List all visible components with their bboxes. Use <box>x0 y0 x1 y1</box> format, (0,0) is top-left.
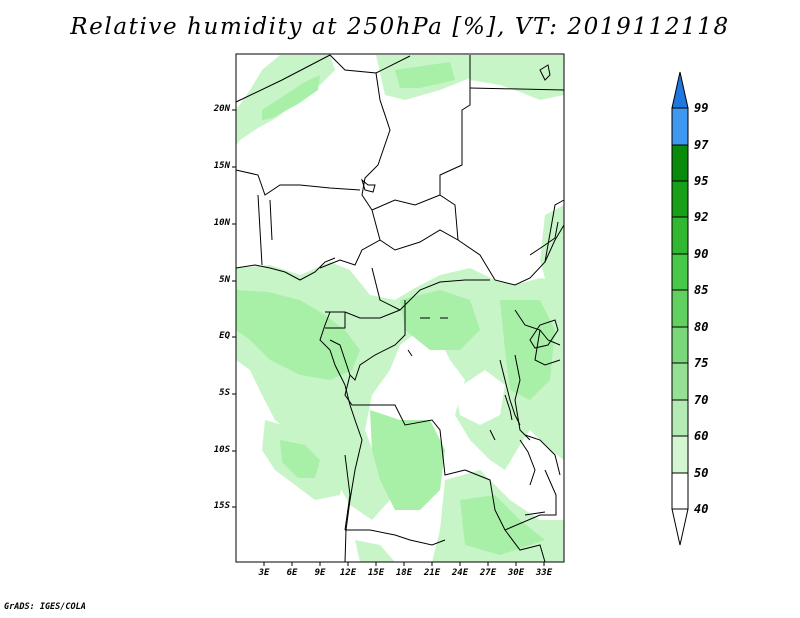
lat-label: EQ <box>219 331 230 341</box>
colorbar-label: 97 <box>694 138 709 152</box>
colorbar-seg-9 <box>671 435 689 474</box>
colorbar-seg-4 <box>671 253 689 291</box>
colorbar-seg-7 <box>671 362 689 401</box>
humidity-region-north-corner <box>470 55 564 100</box>
colorbar-label: 90 <box>694 247 709 261</box>
lon-label: 33E <box>535 568 553 578</box>
humidity-region-east <box>540 205 564 300</box>
humidity-region-congo-dry <box>455 370 505 425</box>
humidity-region-north-east-core <box>395 62 455 88</box>
colorbar-seg-0 <box>671 107 689 146</box>
grads-credit: GrADS: IGES/COLA <box>4 602 86 612</box>
lon-label: 30E <box>507 568 525 578</box>
colorbar-label: 95 <box>694 174 709 188</box>
axis-ticks <box>232 109 545 566</box>
lon-label: 21E <box>423 568 441 578</box>
humidity-region-central-core <box>236 290 360 380</box>
colorbar-label: 60 <box>694 429 709 443</box>
colorbar-label: 75 <box>694 356 709 370</box>
lat-label: 15S <box>213 501 230 511</box>
colorbar-seg-6 <box>671 326 689 364</box>
lat-label: 5N <box>219 275 230 285</box>
humidity-region-north-core <box>262 75 320 120</box>
colorbar-seg-8 <box>671 399 689 437</box>
humidity-region-congo <box>400 290 480 350</box>
lat-label: 15N <box>213 161 230 171</box>
colorbar-seg-10 <box>671 472 689 510</box>
colorbar-label: 92 <box>694 210 709 224</box>
lon-label: 15E <box>367 568 385 578</box>
map-title: Relative humidity at 250hPa [%], VT: 201… <box>70 14 730 40</box>
humidity-fill <box>236 55 564 562</box>
colorbar-label: 80 <box>694 320 709 334</box>
colorbar-label: 70 <box>694 393 709 407</box>
lon-label: 6E <box>286 568 298 578</box>
lon-label: 12E <box>339 568 357 578</box>
lon-label: 18E <box>395 568 413 578</box>
lat-label: 5S <box>219 388 230 398</box>
lat-label: 20N <box>213 104 230 114</box>
humidity-region-south-tip <box>355 540 395 562</box>
map-frame <box>235 53 565 563</box>
lon-label: 24E <box>451 568 469 578</box>
colorbar-label: 85 <box>694 283 709 297</box>
colorbar-label: 50 <box>694 466 709 480</box>
lat-label: 10S <box>213 445 230 455</box>
colorbar-seg-2 <box>671 180 689 218</box>
lon-label: 27E <box>479 568 497 578</box>
humidity-region-southwest-core <box>280 440 320 478</box>
colorbar-label: 40 <box>694 502 709 516</box>
colorbar-seg-5 <box>671 289 689 328</box>
colorbar <box>671 71 689 546</box>
colorbar-label: 99 <box>694 101 709 115</box>
colorbar-top-arrow <box>671 71 689 109</box>
lat-label: 10N <box>213 218 230 228</box>
colorbar-bottom-arrow <box>671 508 689 546</box>
humidity-region-south <box>370 410 445 510</box>
lon-label: 3E <box>258 568 270 578</box>
colorbar-seg-3 <box>671 216 689 255</box>
colorbar-seg-1 <box>671 144 689 182</box>
lon-label: 9E <box>314 568 326 578</box>
coastlines <box>235 64 559 563</box>
